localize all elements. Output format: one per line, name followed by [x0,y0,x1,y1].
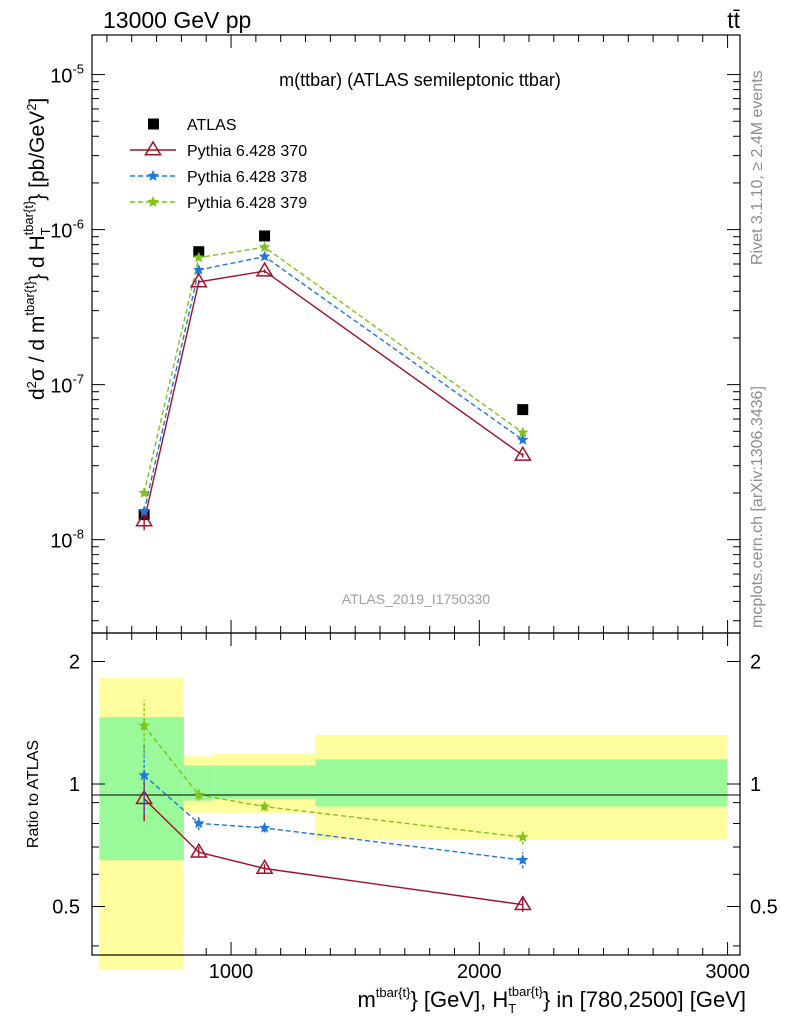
source-label: mcplots.cern.ch [arXiv:1306.3436] [749,386,766,628]
header-energy: 13000 GeV pp [103,7,251,33]
watermark: ATLAS_2019_I1750330 [342,591,491,607]
band-green [99,717,184,861]
x-tick-label: 2000 [457,961,502,983]
legend-marker [148,118,159,130]
main-y-axis-label: d2σ / d mtbar{t}} d HTtbar{t}} [pb/GeV2] [21,98,53,400]
band-green [213,765,316,799]
x-tick-label: 1000 [209,961,254,983]
ratio-point-star [193,817,205,829]
x-tick-label: 3000 [705,961,750,983]
series-line [143,255,524,512]
data-point-triangle [513,445,532,461]
main-panel: 10-8 10-7 10-6 10-5 m(ttbar) (ATLAS semilep… [21,34,741,955]
y-tick-label: 10-7 [50,372,84,398]
legend: ATLAS Pythia 6.428 370 Pythia 6.428 378 Pyt… [130,117,307,212]
main-ticks: 10-8 10-7 10-6 10-5 [50,35,740,955]
legend-label: ATLAS [187,117,237,134]
ratio-y-axis-label: Ratio to ATLAS [25,740,42,848]
ratio-y-tick-label-right: 0.5 [750,896,778,918]
ratio-point-triangle [255,859,274,875]
ratio-point-star [258,821,271,833]
ratio-panel: 0.5 0.5 1 1 2 2 1000 2000 3000 Ratio to ATLAS mt… [25,632,778,1016]
data-point-star [193,263,205,275]
header-process: tt̄ [727,7,740,33]
data-point-triangle [189,272,208,288]
ratio-y-tick-label: 2 [69,652,80,674]
ratio-point-star [193,788,205,800]
main-data-points [135,230,532,531]
data-point-triangle [135,511,154,527]
main-series-lines [143,246,524,522]
data-point-atlas [259,230,271,242]
data-point-star [258,241,271,253]
legend-label: Pythia 6.428 379 [187,195,307,212]
legend-marker [147,170,159,181]
ratio-frame [91,632,741,956]
data-point-star [193,251,205,263]
data-point-triangle [255,261,274,277]
chart-title: m(ttbar) (ATLAS semileptonic ttbar) [279,70,561,90]
legend-label: Pythia 6.428 370 [187,143,307,160]
y-tick-label: 10-8 [50,527,84,553]
data-point-star [138,487,150,498]
band-green [315,759,728,807]
legend-marker [147,196,159,207]
ratio-point-star [517,831,529,843]
data-point-star [517,433,529,445]
data-point-atlas [517,404,529,416]
ratio-ticks: 0.5 0.5 1 1 2 2 1000 2000 3000 [52,652,778,983]
ratio-series-line [143,798,523,906]
ratio-point-triangle [189,842,208,858]
x-axis-label: mtbar{t}} [GeV], HTtbar{t}} in [780,2500… [357,984,746,1016]
ratio-y-tick-label: 0.5 [52,896,80,918]
series-line [143,270,524,522]
data-point-star [258,250,271,262]
rivet-label: Rivet 3.1.10, ≥ 2.4M events [749,70,766,265]
legend-label: Pythia 6.428 378 [187,169,307,186]
ratio-y-tick-label: 1 [69,774,80,796]
data-point-star [517,426,529,438]
series-line [143,246,524,494]
ratio-point-triangle [135,789,154,805]
data-point-star [138,505,150,517]
legend-marker [144,140,162,156]
ratio-point-star [138,719,150,731]
ratio-y-tick-label-right: 1 [750,774,761,796]
ratio-y-tick-label-right: 2 [750,652,761,674]
ratio-point-star [517,854,529,865]
ratio-point-triangle [513,895,532,911]
y-tick-label: 10-5 [50,62,84,88]
ratio-series-lines [143,725,523,906]
ratio-point-star [258,800,271,812]
ratio-series-line [143,774,523,861]
ratio-series-line [143,725,523,838]
ratio-data-points [135,699,532,912]
ratio-uncertainty-bands [99,678,728,970]
y-tick-label: 10-6 [50,217,84,243]
ratio-point-star [138,769,150,781]
